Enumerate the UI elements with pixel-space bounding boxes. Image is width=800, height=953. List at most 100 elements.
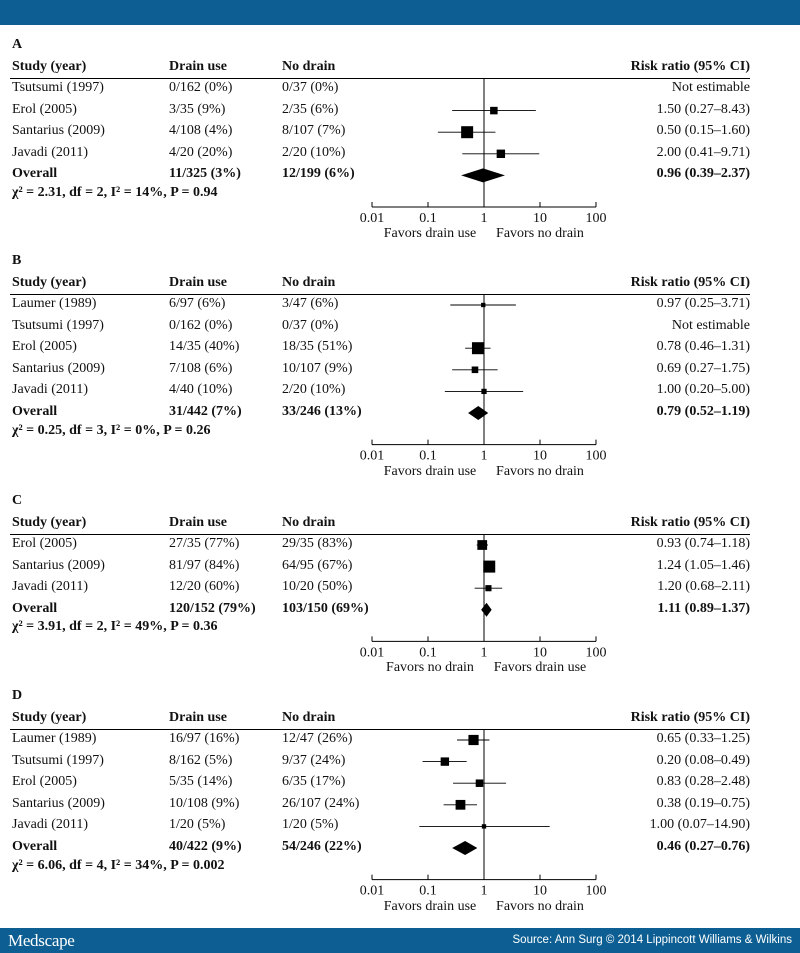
- forest-panel-b: B Study (year) Drain use No drain Risk ratio…: [0, 253, 800, 479]
- risk-ratio-value: 0.97 (0.25–3.71): [656, 296, 750, 311]
- drain-use-count: 10/108 (9%): [169, 795, 240, 811]
- tick-label: 100: [586, 211, 607, 226]
- no-drain-count: 3/47 (6%): [282, 296, 339, 311]
- header-risk-ratio: Risk ratio (95% CI): [630, 59, 750, 74]
- risk-ratio-value: 1.11 (0.89–1.37): [657, 600, 750, 616]
- no-drain-count: 2/20 (10%): [282, 144, 346, 160]
- favors-right-label: Favors no drain: [496, 463, 584, 479]
- study-name: Erol (2005): [12, 774, 77, 790]
- favors-left-label: Favors drain use: [383, 226, 477, 241]
- tick-label: 0.1: [419, 884, 437, 899]
- tick-label: 1: [481, 211, 488, 226]
- point-estimate: [490, 106, 498, 115]
- drain-use-count: 81/97 (84%): [169, 557, 240, 573]
- panel-label: C: [12, 493, 23, 508]
- favors-left-label: Favors drain use: [383, 898, 477, 914]
- study-marker: [419, 824, 550, 829]
- study-name: Javadi (2011): [12, 382, 89, 398]
- study-marker: [476, 540, 489, 550]
- study-name: Javadi (2011): [12, 579, 89, 595]
- study-marker: [457, 734, 490, 746]
- drain-use-count: 1/20 (5%): [169, 817, 226, 833]
- point-estimate: [483, 560, 496, 573]
- study-name: Laumer (1989): [12, 296, 97, 311]
- risk-ratio-value: 1.20 (0.68–2.11): [657, 579, 750, 595]
- header-no-drain: No drain: [282, 59, 336, 74]
- no-drain-count: 103/150 (69%): [282, 600, 369, 616]
- forest-panel-a: A Study (year) Drain use No drain Risk ratio…: [0, 37, 800, 252]
- no-drain-count: 29/35 (83%): [282, 536, 353, 551]
- overall-diamond: [461, 168, 505, 183]
- study-marker: [422, 757, 467, 766]
- study-name: Erol (2005): [12, 339, 77, 355]
- no-drain-count: 0/37 (0%): [282, 317, 339, 333]
- no-drain-count: 26/107 (24%): [282, 795, 360, 811]
- overall-diamond: [468, 406, 489, 420]
- study-name: Santarius (2009): [12, 557, 105, 573]
- no-drain-count: 64/95 (67%): [282, 557, 353, 573]
- risk-ratio-value: 0.96 (0.39–2.37): [656, 166, 750, 182]
- tick-label: 10: [533, 884, 547, 899]
- forest-plot-area: 0.01 0.1 1 10 100: [360, 295, 607, 464]
- drain-use-count: 4/20 (20%): [169, 144, 233, 160]
- drain-use-count: 8/162 (5%): [169, 752, 233, 768]
- no-drain-count: 33/246 (13%): [282, 404, 362, 419]
- no-drain-count: 0/37 (0%): [282, 80, 339, 95]
- risk-ratio-value: Not estimable: [671, 80, 750, 95]
- medscape-logo: Medscape: [8, 931, 75, 950]
- header-study: Study (year): [12, 59, 87, 74]
- no-drain-count: 8/107 (7%): [282, 123, 346, 139]
- favors-left-label: Favors no drain: [386, 660, 474, 676]
- drain-use-count: 120/152 (79%): [169, 600, 256, 616]
- header-study: Study (year): [12, 515, 87, 530]
- forest-plot-area: 0.01 0.1 1 10 100: [360, 79, 607, 226]
- overall-label: Overall: [12, 839, 58, 854]
- study-name: Santarius (2009): [12, 795, 105, 811]
- tick-label: 0.01: [360, 884, 385, 899]
- study-name: Santarius (2009): [12, 360, 105, 376]
- heterogeneity-stats: χ² = 3.91, df = 2, I² = 49%, P = 0.36: [12, 619, 218, 635]
- tick-label: 0.01: [360, 645, 385, 660]
- point-estimate: [477, 540, 488, 550]
- point-estimate: [481, 388, 487, 395]
- tick-label: 0.1: [419, 211, 437, 226]
- study-name: Erol (2005): [12, 536, 77, 551]
- header-rule: [10, 534, 750, 535]
- study-name: Tsutsumi (1997): [12, 80, 104, 95]
- risk-ratio-value: 0.93 (0.74–1.18): [656, 536, 750, 551]
- forest-panel-d: D Study (year) Drain use No drain Risk ratio…: [0, 688, 800, 914]
- study-marker: [452, 106, 536, 115]
- heterogeneity-stats: χ² = 6.06, df = 4, I² = 34%, P = 0.002: [12, 857, 225, 873]
- point-estimate: [475, 779, 484, 787]
- header-no-drain: No drain: [282, 515, 336, 530]
- risk-ratio-value: Not estimable: [671, 317, 750, 333]
- tick-label: 100: [586, 884, 607, 899]
- drain-use-count: 40/422 (9%): [169, 839, 242, 854]
- favors-right-label: Favors no drain: [496, 226, 584, 241]
- risk-ratio-value: 0.78 (0.46–1.31): [656, 339, 750, 355]
- drain-use-count: 16/97 (16%): [169, 731, 240, 746]
- tick-label: 0.1: [419, 645, 437, 660]
- tick-label: 1: [481, 884, 488, 899]
- header-no-drain: No drain: [282, 710, 336, 725]
- heterogeneity-stats: χ² = 0.25, df = 3, I² = 0%, P = 0.26: [12, 422, 211, 438]
- no-drain-count: 12/47 (26%): [282, 731, 353, 746]
- risk-ratio-value: 0.46 (0.27–0.76): [656, 839, 750, 854]
- overall-diamond: [481, 602, 492, 617]
- point-estimate: [461, 126, 474, 139]
- header-drain-use: Drain use: [169, 710, 227, 725]
- study-marker: [443, 799, 478, 810]
- overall-label: Overall: [12, 166, 58, 182]
- risk-ratio-value: 0.20 (0.08–0.49): [656, 752, 750, 768]
- drain-use-count: 12/20 (60%): [169, 579, 240, 595]
- study-marker: [437, 126, 496, 139]
- tick-label: 100: [586, 645, 607, 660]
- study-marker: [450, 302, 516, 308]
- heterogeneity-stats: χ² = 2.31, df = 2, I² = 14%, P = 0.94: [12, 185, 218, 200]
- forest-plot-area: 0.01 0.1 1 10 100: [360, 535, 607, 660]
- study-marker: [452, 366, 498, 374]
- footer-bar: Medscape Source: Ann Surg © 2014 Lippinc…: [0, 928, 800, 953]
- favors-right-label: Favors no drain: [496, 898, 584, 914]
- overall-label: Overall: [12, 600, 58, 616]
- no-drain-count: 54/246 (22%): [282, 839, 362, 854]
